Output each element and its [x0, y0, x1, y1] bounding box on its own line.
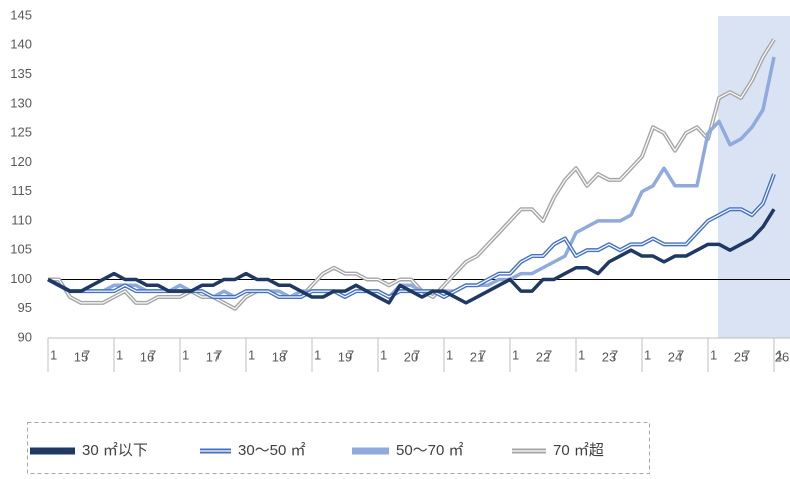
y-tick-label: 110	[11, 212, 32, 227]
year-label: 23	[602, 349, 616, 364]
x-tick-label: 7	[743, 347, 750, 362]
year-label: 18	[272, 349, 286, 364]
x-tick-label: 7	[611, 347, 618, 362]
series-line-inner	[48, 39, 775, 310]
y-tick-label: 120	[10, 154, 32, 169]
legend-label: 70 ㎡超	[553, 442, 604, 459]
x-tick-label: 7	[413, 347, 420, 362]
year-label: 16	[140, 349, 154, 364]
legend-label: 50～70 ㎡	[396, 442, 464, 459]
series-line	[47, 208, 776, 305]
year-label: 21	[470, 349, 484, 364]
y-tick-label: 105	[10, 242, 32, 257]
x-tick-label: 7	[149, 347, 156, 362]
year-label: 19	[338, 349, 352, 364]
x-tick-label: 7	[347, 347, 354, 362]
highlight-band	[718, 16, 790, 338]
x-tick-label: 1	[644, 347, 651, 362]
legend-label: 30 ㎡以下	[82, 442, 148, 459]
x-tick-label: 1	[380, 347, 387, 362]
y-tick-label: 115	[11, 183, 32, 198]
y-tick-label: 90	[18, 329, 32, 344]
year-label: 15	[74, 349, 88, 364]
x-tick-label: 1	[248, 347, 255, 362]
y-tick-label: 135	[10, 66, 32, 81]
y-tick-label: 130	[10, 95, 32, 110]
year-label: 24	[668, 349, 682, 364]
x-tick-label: 7	[281, 347, 288, 362]
x-tick-label: 1	[578, 347, 585, 362]
x-tick-label: 1	[710, 347, 717, 362]
x-tick-label: 1	[116, 347, 123, 362]
y-tick-label: 125	[10, 125, 32, 140]
y-tick-label: 100	[10, 271, 32, 286]
y-tick-label: 140	[10, 37, 32, 52]
legend-label: 30～50 ㎡	[238, 442, 306, 459]
y-tick-label: 95	[18, 300, 32, 315]
y-tick-label: 145	[10, 7, 32, 22]
year-label: 26	[775, 349, 789, 364]
series-line	[48, 38, 776, 311]
x-tick-label: 7	[479, 347, 486, 362]
x-tick-label: 1	[512, 347, 519, 362]
x-tick-label: 7	[215, 347, 222, 362]
year-label: 20	[404, 349, 418, 364]
x-tick-label: 7	[545, 347, 552, 362]
x-tick-label: 1	[182, 347, 189, 362]
x-tick-label: 7	[677, 347, 684, 362]
year-label: 22	[536, 349, 550, 364]
x-tick-label: 1	[776, 347, 783, 362]
year-label: 17	[206, 349, 220, 364]
x-tick-label: 1	[50, 347, 57, 362]
x-tick-label: 1	[446, 347, 453, 362]
x-tick-label: 1	[314, 347, 321, 362]
x-tick-label: 7	[83, 347, 90, 362]
year-label: 25	[734, 349, 748, 364]
